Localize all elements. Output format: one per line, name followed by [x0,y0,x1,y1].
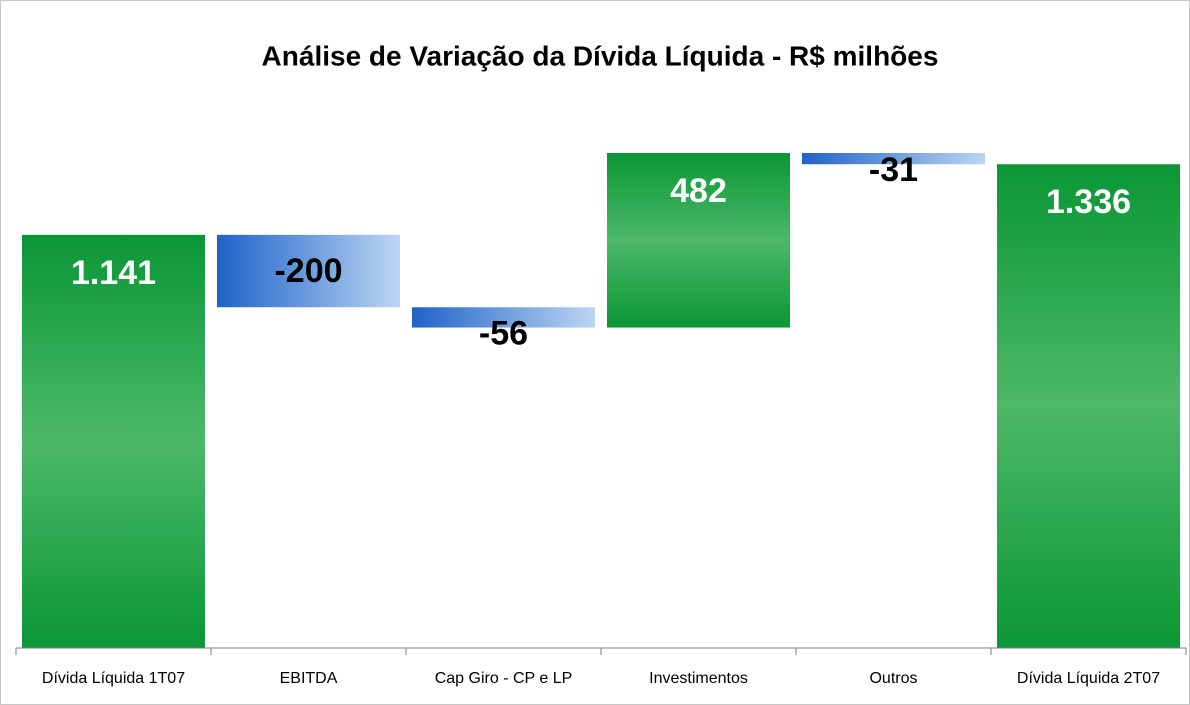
x-tick-label: EBITDA [280,670,338,687]
bar [802,153,985,165]
data-label: 1.336 [1046,183,1131,221]
bar [22,234,205,649]
data-label: 482 [670,172,727,210]
x-tick-label: Cap Giro - CP e LP [435,670,573,687]
data-label: -56 [479,315,528,353]
data-label: -31 [869,151,918,189]
bar [607,153,790,328]
x-tick-label: Investimentos [649,670,748,687]
data-label: 1.141 [71,254,156,292]
chart-title: Análise de Variação da Dívida Líquida - … [262,40,939,71]
x-tick-label: Dívida Líquida 1T07 [42,670,185,687]
bar [217,234,400,308]
data-label: -200 [274,252,342,290]
bar [412,307,595,328]
bar [997,164,1180,648]
x-tick-label: Outros [869,670,917,687]
x-tick-label: Dívida Líquida 2T07 [1017,670,1160,687]
